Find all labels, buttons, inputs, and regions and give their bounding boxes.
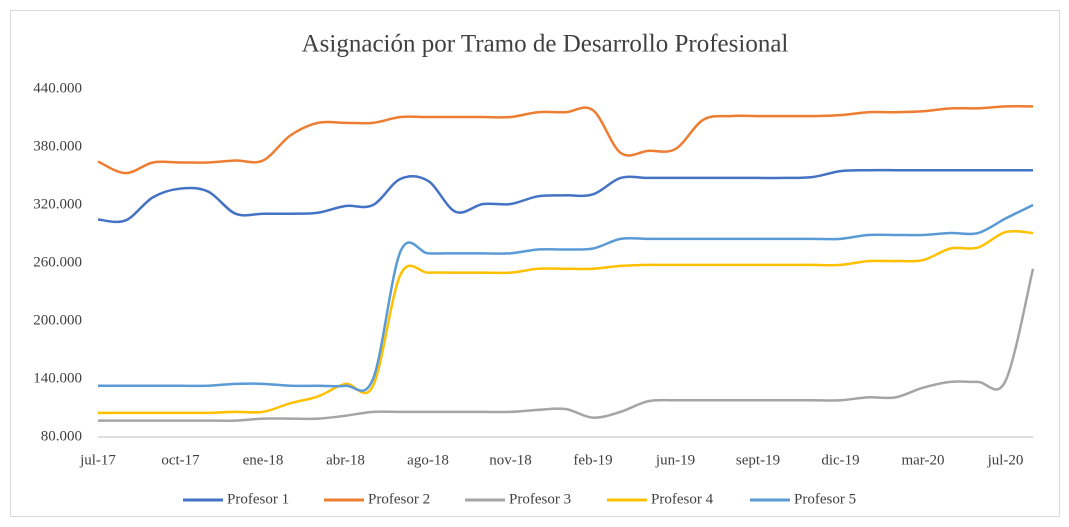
y-tick-label: 260.000 <box>33 254 82 270</box>
x-tick-label: ene-18 <box>243 452 284 468</box>
y-tick-label: 80.000 <box>41 428 82 444</box>
x-tick-label: nov-18 <box>489 452 532 468</box>
x-tick-label: jul-20 <box>987 452 1024 468</box>
series-line <box>98 203 1034 392</box>
x-tick-label: feb-19 <box>573 452 612 468</box>
series-line <box>98 229 1034 415</box>
y-tick-label: 200.000 <box>33 312 82 328</box>
x-tick-label: abr-18 <box>326 452 365 468</box>
y-tick-label: 140.000 <box>33 370 82 386</box>
series-line <box>97 168 1033 224</box>
x-tick-label: mar-20 <box>901 452 944 468</box>
x-tick-label: dic-19 <box>821 452 859 468</box>
series-line <box>97 105 1034 175</box>
legend-label: Profesor 5 <box>794 491 856 507</box>
y-tick-label: 320.000 <box>33 196 82 212</box>
x-tick-label: jul-17 <box>79 452 116 468</box>
legend-label: Profesor 2 <box>368 491 430 507</box>
series-line <box>97 268 1035 422</box>
y-tick-label: 380.000 <box>33 138 82 154</box>
legend-label: Profesor 1 <box>227 491 289 507</box>
legend-label: Profesor 4 <box>651 491 714 507</box>
legend-label: Profesor 3 <box>509 491 571 507</box>
x-tick-label: sept-19 <box>736 452 780 468</box>
y-tick-label: 440.000 <box>33 80 82 96</box>
x-tick-label: oct-17 <box>161 452 200 468</box>
x-tick-label: ago-18 <box>407 452 449 468</box>
x-tick-label: jun-19 <box>655 452 695 468</box>
chart-title: Asignación por Tramo de Desarrollo Profe… <box>302 31 789 58</box>
chart-frame <box>10 10 1060 517</box>
